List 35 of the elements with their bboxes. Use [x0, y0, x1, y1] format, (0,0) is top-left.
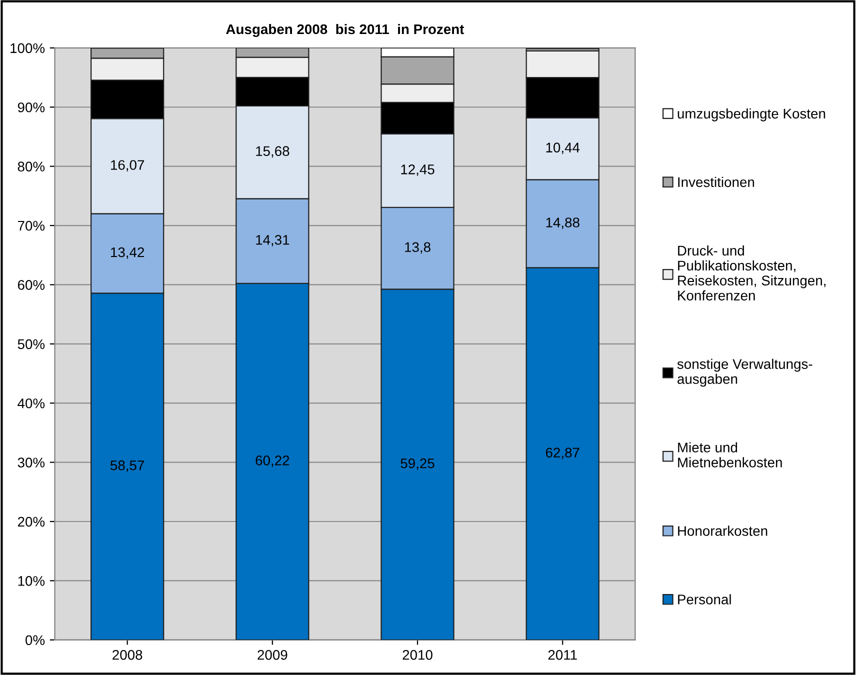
y-tick-label: 70%	[18, 220, 45, 231]
data-label: 59,25	[400, 458, 434, 470]
y-tick-label: 90%	[18, 102, 45, 112]
y-tick-label: 40%	[18, 398, 45, 408]
x-tick-label: 2010	[402, 650, 432, 660]
data-label: 60,22	[256, 456, 290, 468]
legend-label: Miete und Mietnebenkosten	[678, 442, 782, 468]
y-tick-label: 60%	[18, 280, 45, 290]
x-tick-label: 2011	[548, 650, 577, 660]
legend-label: umzugsbedingte Kosten	[678, 108, 826, 122]
chart-title: Ausgaben 2008 bis 2011 in Prozent	[226, 24, 464, 37]
x-tick-label: 2008	[112, 650, 142, 660]
y-tick-label: 0%	[26, 635, 45, 646]
data-label: 58,57	[110, 460, 144, 472]
legend-label: Honorarkosten	[678, 526, 768, 536]
data-label: 62,87	[546, 448, 580, 460]
y-tick-label: 30%	[18, 458, 45, 468]
data-label: 15,68	[256, 146, 290, 158]
legend-label: Druck- und Publikationskosten, Reisekosten, Sitzungen, Konferenzen	[678, 245, 826, 300]
legend-label: Investitionen	[678, 176, 754, 188]
data-label: 14,88	[546, 218, 580, 230]
data-label: 10,44	[546, 142, 580, 154]
y-tick-label: 20%	[18, 516, 45, 527]
y-tick-label: 50%	[18, 339, 45, 350]
legend-label: Personal	[678, 594, 731, 604]
y-tick-label: 10%	[18, 576, 45, 586]
y-tick-label: 80%	[18, 162, 45, 172]
data-label: 13,42	[111, 247, 144, 259]
y-tick-label: 100%	[10, 43, 45, 54]
data-label: 16,07	[111, 160, 144, 172]
data-label: 14,31	[256, 234, 290, 246]
data-label: 12,45	[401, 164, 434, 176]
x-tick-label: 2009	[258, 650, 288, 660]
legend-label: sonstige Verwaltungs- ausgaben	[677, 358, 812, 387]
data-label: 13,8	[405, 242, 430, 254]
